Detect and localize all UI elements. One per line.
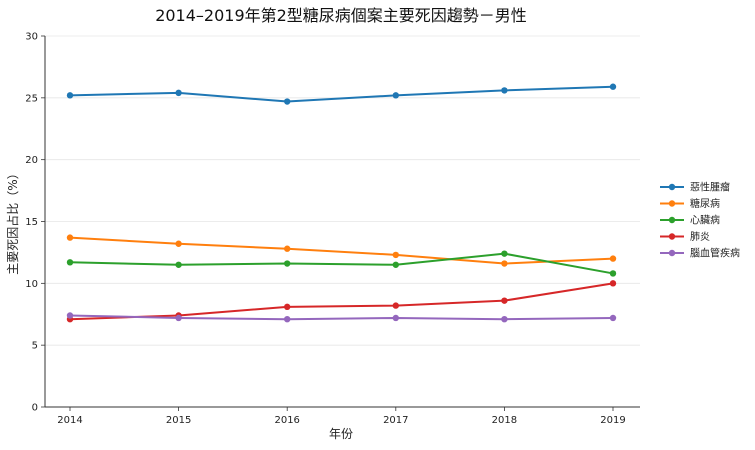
y-tick-label: 25 bbox=[25, 93, 38, 104]
data-point bbox=[392, 251, 399, 259]
legend-label: 惡性腫瘤 bbox=[690, 181, 730, 194]
series-4 bbox=[66, 280, 617, 323]
data-point bbox=[392, 261, 399, 268]
data-point bbox=[66, 234, 74, 241]
data-point bbox=[175, 240, 182, 247]
x-tick-label: 2015 bbox=[166, 415, 191, 426]
legend-label: 肺炎 bbox=[690, 231, 710, 243]
series-5 bbox=[66, 312, 617, 323]
series-line bbox=[69, 282, 614, 321]
y-tick-label: 0 bbox=[32, 403, 38, 414]
series-3 bbox=[66, 250, 617, 277]
data-point bbox=[175, 261, 182, 268]
data-point bbox=[609, 255, 617, 262]
data-point bbox=[284, 303, 291, 311]
legend-item: 惡性腫瘤 bbox=[660, 181, 730, 194]
data-point bbox=[609, 280, 617, 287]
chart-title: 2014–2019年第2型糖尿病個案主要死因趨勢－男性 bbox=[155, 6, 527, 25]
y-tick-label: 10 bbox=[25, 279, 38, 290]
data-point bbox=[501, 315, 508, 323]
series-line bbox=[69, 314, 614, 321]
series-line bbox=[69, 236, 614, 265]
data-point bbox=[392, 92, 399, 99]
data-point bbox=[284, 315, 291, 323]
x-axis-label: 年份 bbox=[329, 427, 353, 441]
legend-item: 腦血管疾病 bbox=[660, 247, 740, 260]
data-point bbox=[609, 314, 617, 322]
y-tick-label: 5 bbox=[32, 341, 38, 352]
y-tick-label: 20 bbox=[25, 155, 38, 166]
data-point bbox=[501, 260, 508, 267]
y-tick-label: 15 bbox=[25, 217, 38, 228]
data-point bbox=[66, 312, 74, 319]
data-point bbox=[392, 302, 399, 309]
series-2 bbox=[66, 234, 617, 267]
x-tick-label: 2017 bbox=[383, 415, 408, 426]
data-point bbox=[501, 87, 508, 94]
legend-item: 心臟病 bbox=[660, 214, 720, 227]
x-axis-ticks: 2014 2015 2016 2017 2018 2019 bbox=[57, 407, 626, 426]
legend-swatch-marker bbox=[668, 233, 676, 240]
data-point bbox=[284, 245, 291, 252]
y-axis-label: 主要死因占比（%） bbox=[5, 167, 20, 274]
data-point bbox=[284, 98, 291, 105]
data-point bbox=[175, 89, 182, 97]
y-tick-label: 30 bbox=[25, 32, 38, 43]
legend-item: 肺炎 bbox=[660, 231, 710, 243]
data-point bbox=[66, 92, 74, 99]
data-point bbox=[501, 250, 508, 257]
data-point bbox=[175, 314, 182, 322]
series-lines bbox=[66, 83, 617, 323]
x-tick-label: 2014 bbox=[57, 415, 82, 426]
legend-label: 腦血管疾病 bbox=[690, 247, 740, 260]
x-tick-label: 2019 bbox=[600, 415, 625, 426]
legend-swatch-marker bbox=[668, 183, 676, 191]
data-point bbox=[392, 314, 399, 322]
legend-label: 心臟病 bbox=[690, 214, 720, 227]
grid-lines bbox=[45, 35, 640, 346]
legend-item: 糖尿病 bbox=[660, 197, 720, 210]
series-line bbox=[69, 85, 614, 103]
data-point bbox=[66, 259, 74, 266]
x-tick-label: 2018 bbox=[492, 415, 517, 426]
data-point bbox=[284, 260, 291, 267]
legend-swatch-marker bbox=[668, 200, 676, 207]
data-point bbox=[609, 270, 617, 277]
legend-swatch-marker bbox=[668, 216, 676, 224]
legend-swatch-marker bbox=[668, 249, 676, 257]
data-point bbox=[501, 297, 508, 304]
series-1 bbox=[66, 83, 617, 105]
data-point bbox=[609, 83, 617, 90]
series-line bbox=[69, 252, 614, 275]
x-tick-label: 2016 bbox=[274, 415, 299, 426]
y-axis-ticks: 0 5 10 15 20 25 30 bbox=[25, 32, 45, 414]
legend-label: 糖尿病 bbox=[690, 197, 720, 210]
